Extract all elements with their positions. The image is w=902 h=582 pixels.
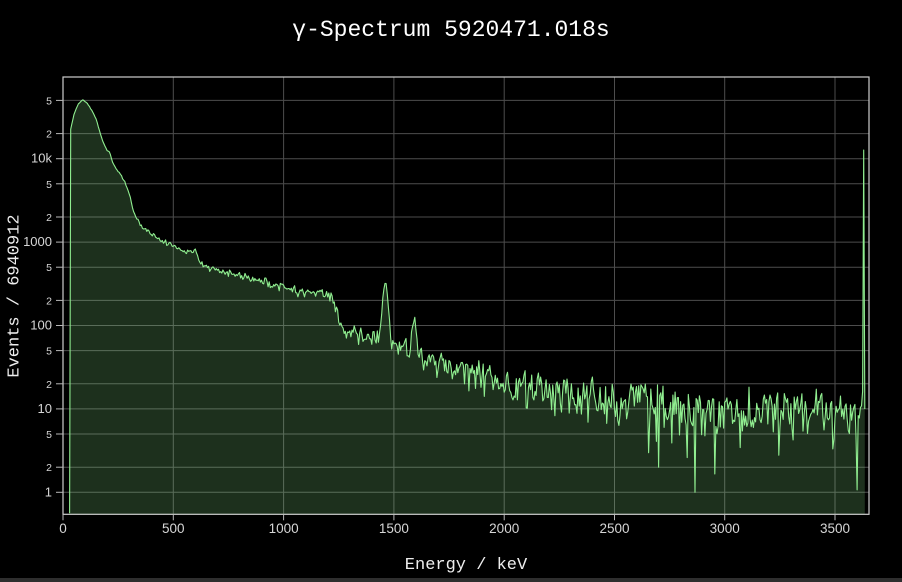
svg-text:1: 1 bbox=[45, 484, 52, 499]
svg-text:1000: 1000 bbox=[23, 234, 52, 249]
svg-text:2: 2 bbox=[46, 212, 52, 224]
svg-text:2: 2 bbox=[46, 462, 52, 474]
x-axis-title: Energy / keV bbox=[404, 556, 528, 575]
svg-text:3000: 3000 bbox=[710, 521, 740, 536]
spectrum-area bbox=[69, 99, 865, 515]
svg-text:2: 2 bbox=[46, 295, 52, 307]
svg-text:2: 2 bbox=[46, 379, 52, 391]
y-axis-title: Events / 6940912 bbox=[5, 214, 25, 378]
svg-text:5: 5 bbox=[46, 346, 52, 358]
svg-text:2: 2 bbox=[46, 129, 52, 141]
svg-text:5: 5 bbox=[46, 429, 52, 441]
chart-title: γ-Spectrum 5920471.018s bbox=[292, 17, 610, 43]
svg-text:100: 100 bbox=[30, 318, 52, 333]
tick-marks bbox=[56, 99, 836, 521]
plot-area[interactable] bbox=[63, 77, 869, 515]
svg-text:3500: 3500 bbox=[820, 521, 850, 536]
spectrum-line bbox=[69, 99, 866, 514]
svg-text:2500: 2500 bbox=[599, 521, 629, 536]
svg-text:500: 500 bbox=[162, 521, 185, 536]
svg-text:1000: 1000 bbox=[269, 521, 299, 536]
svg-text:5: 5 bbox=[46, 179, 52, 191]
bottom-bar bbox=[0, 578, 902, 582]
svg-text:2000: 2000 bbox=[489, 521, 519, 536]
x-tick-labels: 0 500 1000 1500 2000 2500 3000 3500 bbox=[59, 521, 850, 536]
svg-text:10k: 10k bbox=[31, 151, 52, 166]
svg-text:10: 10 bbox=[38, 401, 52, 416]
y-tick-labels: 1 2 5 10 2 5 100 2 5 1000 2 5 10k 2 5 bbox=[23, 95, 52, 499]
svg-text:0: 0 bbox=[59, 521, 67, 536]
svg-text:1500: 1500 bbox=[379, 521, 409, 536]
grid-lines bbox=[62, 77, 869, 515]
svg-text:5: 5 bbox=[46, 95, 52, 107]
svg-text:5: 5 bbox=[46, 262, 52, 274]
plot-border bbox=[62, 76, 870, 515]
